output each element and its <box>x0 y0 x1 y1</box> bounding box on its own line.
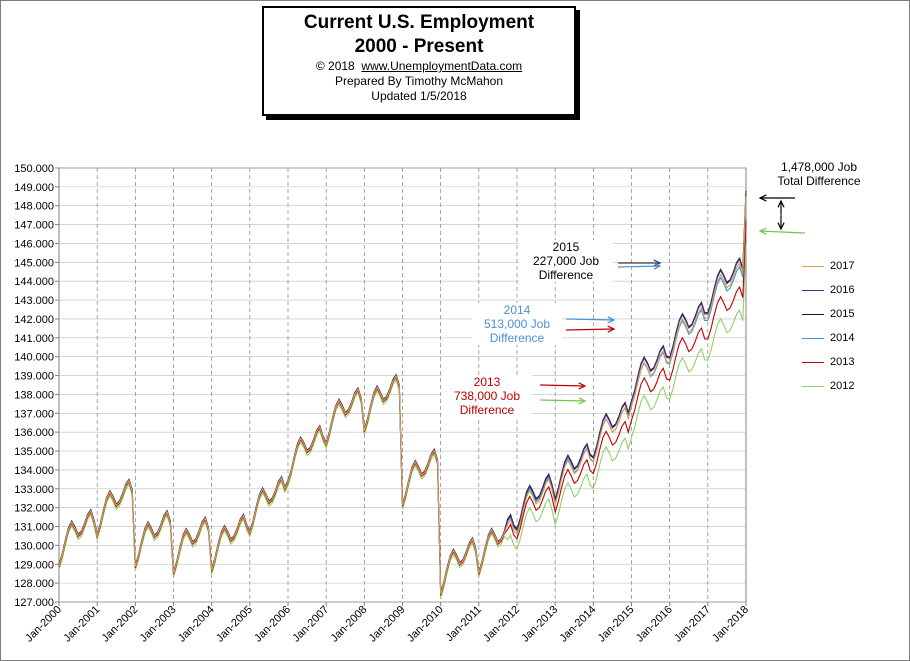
y-tick-label: 142.000 <box>14 314 54 326</box>
copyright-line: © 2018 www.UnemploymentData.com <box>264 59 574 74</box>
y-tick-label: 127.000 <box>14 597 54 609</box>
y-tick-label: 133.000 <box>14 484 54 496</box>
y-tick-label: 136.000 <box>14 427 54 439</box>
x-tick-label: Jan-2011 <box>444 604 484 644</box>
y-tick-label: 130.000 <box>14 540 54 552</box>
difference-2015-label: 2015 227,000 Job Difference <box>519 240 613 282</box>
x-tick-label: Jan-2006 <box>252 604 293 645</box>
difference-2015-amount: 227,000 Job <box>532 254 600 268</box>
difference-2013-amount: 738,000 Job <box>453 389 521 403</box>
updated-date: Updated 1/5/2018 <box>371 89 467 103</box>
arrow-2014-b <box>565 325 616 333</box>
y-tick-label: 143.000 <box>14 295 54 307</box>
total-difference-line2: Total Difference <box>777 174 861 188</box>
total-difference-line1: 1,478,000 Job <box>780 160 858 174</box>
total-span-down-arrow <box>777 216 785 231</box>
series-line-2017 <box>58 196 747 595</box>
y-tick-label: 146.000 <box>14 238 54 250</box>
x-tick-label: Jan-2015 <box>596 604 637 645</box>
total-difference-label: 1,478,000 Job Total Difference <box>766 160 872 188</box>
legend-swatch-2013 <box>802 362 824 363</box>
x-tick-label: Jan-2010 <box>405 604 446 645</box>
legend-label-2014: 2014 <box>830 332 855 344</box>
x-tick-label: Jan-2014 <box>558 604 599 645</box>
arrow-2014-a <box>565 316 616 324</box>
y-tick-label: 148.000 <box>14 201 54 213</box>
y-tick-label: 150.000 <box>14 163 54 175</box>
y-tick-label: 140.000 <box>14 352 54 364</box>
y-tick-label: 144.000 <box>14 276 54 288</box>
arrow-2015-a <box>618 259 662 267</box>
legend-swatch-2015 <box>802 314 824 315</box>
total-bottom-arrow <box>758 227 806 235</box>
y-tick-label: 134.000 <box>14 465 54 477</box>
legend-item-2013: 2013 <box>800 352 900 376</box>
x-tick-label: Jan-2009 <box>367 604 408 645</box>
y-tick-label: 135.000 <box>14 446 54 458</box>
x-tick-label: Jan-2004 <box>176 604 217 645</box>
series-line-2013 <box>58 220 747 596</box>
chart-legend: 2017 2016 2015 2014 2013 2012 <box>800 256 900 400</box>
series-line-2012 <box>58 243 747 598</box>
difference-2013-year: 2013 <box>473 375 501 389</box>
legend-item-2016: 2016 <box>800 280 900 304</box>
legend-item-2017: 2017 <box>800 256 900 280</box>
legend-swatch-2017 <box>802 266 824 267</box>
title-box: Current U.S. Employment 2000 - Present ©… <box>262 6 576 116</box>
x-tick-label: Jan-2005 <box>214 604 255 645</box>
y-tick-label: 145.000 <box>14 257 54 269</box>
legend-swatch-2016 <box>802 290 824 291</box>
y-tick-label: 128.000 <box>14 578 54 590</box>
y-tick-label: 132.000 <box>14 503 54 515</box>
website-link[interactable]: www.UnemploymentData.com <box>361 59 523 73</box>
x-tick-label: Jan-2018 <box>710 604 751 645</box>
legend-item-2015: 2015 <box>800 304 900 328</box>
legend-label-2012: 2012 <box>830 380 855 392</box>
x-tick-label: Jan-2001 <box>61 604 102 645</box>
difference-2014-label: 2014 513,000 Job Difference <box>472 303 562 345</box>
x-tick-label: Jan-2008 <box>329 604 370 645</box>
copyright-text: © 2018 <box>315 59 355 73</box>
difference-2014-amount: 513,000 Job <box>483 317 551 331</box>
x-tick-label: Jan-2002 <box>100 604 141 645</box>
y-tick-label: 138.000 <box>14 389 54 401</box>
x-tick-label: Jan-2000 <box>23 604 64 645</box>
y-tick-label: 139.000 <box>14 371 54 383</box>
x-tick-label: Jan-2012 <box>481 604 522 645</box>
arrow-2013-a <box>539 382 587 390</box>
difference-2014-text: Difference <box>489 331 545 345</box>
legend-label-2017: 2017 <box>830 260 855 272</box>
difference-2015-text: Difference <box>538 268 594 282</box>
y-tick-label: 141.000 <box>14 333 54 345</box>
total-top-arrow <box>758 194 795 202</box>
legend-item-2014: 2014 <box>800 328 900 352</box>
x-tick-label: Jan-2003 <box>138 604 179 645</box>
y-tick-label: 131.000 <box>14 522 54 534</box>
prepared-by: Prepared By Timothy McMahon <box>334 74 504 88</box>
x-tick-label: Jan-2013 <box>519 604 560 645</box>
difference-2013-text: Difference <box>459 403 515 417</box>
difference-2013-label: 2013 738,000 Job Difference <box>442 375 532 417</box>
legend-label-2013: 2013 <box>830 356 855 368</box>
chart-subtitle: 2000 - Present <box>354 36 484 57</box>
x-tick-label: Jan-2007 <box>290 604 331 645</box>
y-tick-label: 129.000 <box>14 559 54 571</box>
legend-swatch-2014 <box>802 338 824 339</box>
legend-label-2015: 2015 <box>830 308 855 320</box>
y-tick-label: 137.000 <box>14 408 54 420</box>
x-tick-label: Jan-2016 <box>634 604 675 645</box>
y-tick-label: 149.000 <box>14 182 54 194</box>
chart-title: Current U.S. Employment <box>303 12 535 33</box>
y-tick-label: 147.000 <box>14 220 54 232</box>
arrow-2015-b <box>617 262 662 270</box>
x-tick-label: Jan-2017 <box>672 604 713 645</box>
difference-2015-year: 2015 <box>552 240 580 254</box>
legend-label-2016: 2016 <box>830 284 855 296</box>
difference-2014-year: 2014 <box>503 303 531 317</box>
legend-swatch-2012 <box>802 386 824 387</box>
legend-item-2012: 2012 <box>800 376 900 400</box>
arrow-2013-b <box>539 397 587 405</box>
total-span-up-arrow <box>777 199 785 214</box>
